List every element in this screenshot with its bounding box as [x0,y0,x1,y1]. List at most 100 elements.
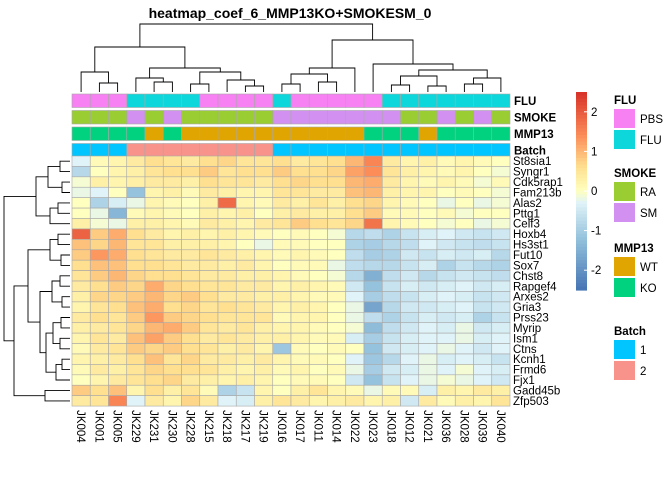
heatmap-cell [89,259,109,271]
annotation-cell [144,110,164,125]
dendrogram-link [473,77,502,92]
heatmap-cell [254,249,274,261]
heatmap-cell [436,311,456,324]
heatmap-cell [491,197,511,209]
heatmap-cell [363,332,383,344]
heatmap-cell [345,228,365,240]
heatmap-cell [235,291,255,303]
colorbar-segment [576,260,587,265]
annotation-cell [181,93,201,108]
colorbar-segment [576,187,587,192]
heatmap-cell [436,343,456,355]
colorbar-segment [576,158,587,162]
colorbar-segment [576,280,587,284]
heatmap-cell [181,249,201,261]
heatmap-cell [272,311,292,324]
heatmap-cell [162,249,182,261]
heatmap-cell [162,176,182,188]
heatmap-cell [181,374,201,386]
heatmap-cell [436,301,456,313]
heatmap-cell [473,280,493,292]
heatmap-cell [272,291,292,303]
heatmap-cell [217,384,237,396]
annotation-cell [473,110,493,125]
annotation-cell [454,93,474,108]
colorbar-segment [576,233,587,238]
heatmap-cell [89,322,109,334]
heatmap-cell [126,301,146,313]
annotation-cell [71,143,91,158]
heatmap-cell [181,166,201,178]
heatmap-cell [181,186,201,198]
colorbar-tick-label: 1 [591,146,597,158]
dendrogram-link [60,254,70,266]
annotation-cell [162,126,182,141]
heatmap-cell [162,186,182,198]
heatmap-cell [199,364,219,376]
heatmap-cell [272,228,292,240]
colorbar-segment [576,257,587,261]
heatmap-cell [454,155,474,167]
heatmap-cell [254,197,274,209]
heatmap-cell [108,270,128,282]
dendrogram-link [57,202,70,214]
heatmap-cell [345,322,365,334]
heatmap-cell [272,343,292,355]
heatmap-cell [308,270,328,282]
heatmap-cell [454,384,474,396]
colorbar-segment [576,191,587,195]
row-label: Alas2 [513,198,542,210]
heatmap-cell [473,291,493,303]
heatmap-cell [235,228,255,240]
heatmap-cell [71,301,91,313]
annotation-cell [126,93,146,108]
colorbar-segment [576,125,587,129]
heatmap-cell [327,395,347,407]
heatmap-cell [144,155,164,167]
colorbar-segment [576,247,587,251]
heatmap-cell [454,291,474,303]
heatmap-cell [272,239,292,251]
heatmap-cell [71,249,91,261]
heatmap-cell [71,270,91,282]
heatmap-cell [199,259,219,271]
heatmap-cell [436,322,456,334]
annotation-cell [436,126,456,141]
row-label: Gadd45b [513,385,560,397]
heatmap-cell [272,332,292,344]
heatmap-cell [308,249,328,261]
heatmap-cell [491,364,511,376]
heatmap-cell [126,249,146,261]
heatmap-cell [345,218,365,230]
heatmap-cell [436,197,456,209]
legend-swatch [614,130,635,149]
heatmap-cell [162,228,182,240]
annotation-cell [418,143,438,158]
heatmap-cell [235,239,255,251]
colorbar-segment [576,144,587,149]
dendrogram-link [135,77,164,92]
colorbar-segment [576,273,587,278]
heatmap-cell [126,270,146,282]
column-label: JK012 [403,410,415,443]
annotation-cell [254,143,274,158]
heatmap-cell [89,384,109,396]
heatmap-cell [254,384,274,396]
annotation-cell [327,126,347,141]
heatmap-cell [400,176,420,188]
heatmap-cell [473,207,493,219]
heatmap-cell [363,343,383,355]
heatmap-cell [217,239,237,251]
heatmap-cell [181,280,201,292]
legend-swatch [614,361,635,380]
heatmap-cell [418,207,438,219]
heatmap-cell [144,166,164,178]
dendrogram-link [98,82,119,92]
heatmap-cell [126,332,146,344]
heatmap-cell [400,353,420,365]
heatmap-cell [126,374,146,386]
annotation-cell [418,93,438,108]
annotation-cell [199,126,219,141]
heatmap-cell [144,291,164,303]
heatmap-cell [89,311,109,324]
